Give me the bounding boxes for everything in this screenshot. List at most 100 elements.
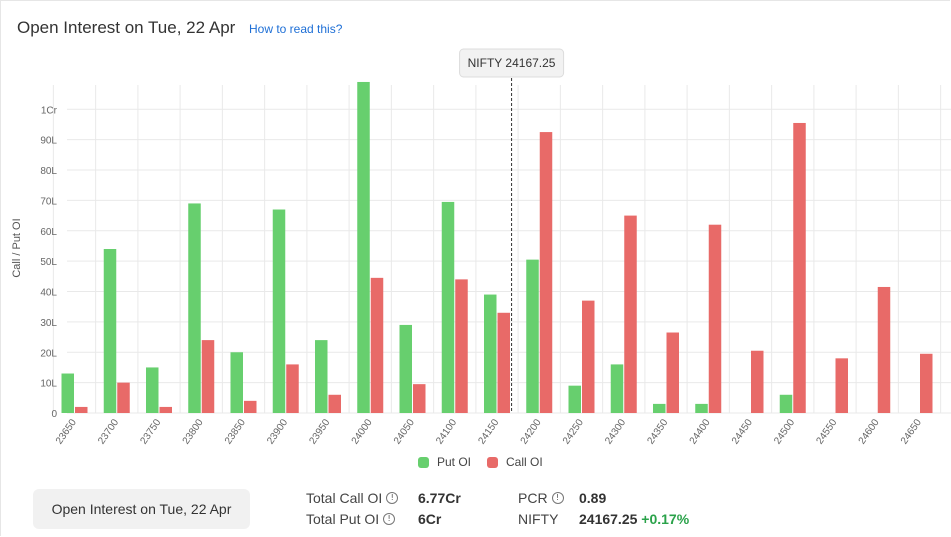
y-tick-label: 0 [51,409,57,420]
pcr-value: 0.89 [579,490,607,506]
y-tick-label: 50L [40,257,57,268]
x-tick-label: 24100 [434,417,459,446]
nifty-change: +0.17% [641,511,690,527]
pcr-text: PCR [518,490,548,506]
put-oi-bar[interactable] [272,209,286,413]
open-interest-chart: 0 10L 20L 30L 40L 50L 60L 70L 80L 90L 1Cr Call / P… [11,48,951,447]
x-tick-label: 23900 [265,417,290,446]
x-tick-label: 24300 [603,417,628,446]
put-oi-swatch [418,456,429,468]
x-tick-label: 24200 [519,417,544,446]
call-oi-bar[interactable] [244,400,257,413]
x-tick-label: 23750 [138,417,163,446]
x-tick-label: 24050 [392,417,417,446]
put-oi-bar[interactable] [399,324,413,413]
call-oi-bar[interactable] [286,364,299,413]
put-oi-bar[interactable] [61,373,75,413]
info-icon[interactable]: ! [386,492,399,504]
x-tick-label: 24450 [730,417,755,446]
page-title: Open Interest on Tue, 22 Apr [17,18,236,37]
info-icon[interactable]: ! [551,492,564,504]
x-axis-ticks: 23650 23700 23750 23800 23850 23900 23950 24000… [54,417,924,446]
chart-legend: Put OI Call OI [0,455,951,471]
call-oi-bar[interactable] [708,224,722,413]
put-oi-bar[interactable] [526,259,539,413]
spot-price-badge [459,48,565,78]
call-oi-bar[interactable] [835,358,849,413]
y-tick-label: 70L [40,196,57,207]
info-icon[interactable]: ! [383,513,396,525]
spot-price-label: NIFTY 24167.25 [468,56,556,70]
call-oi-bar[interactable] [75,406,88,413]
put-oi-bar[interactable] [103,249,117,413]
total-put-oi-label: Total Put OI ! [306,511,396,527]
x-tick-label: 23800 [181,417,206,446]
put-oi-bar[interactable] [484,294,497,413]
call-oi-bar[interactable] [413,384,426,413]
put-oi-bar[interactable] [610,364,624,413]
x-tick-label: 23850 [223,417,248,446]
call-oi-bar[interactable] [201,340,215,413]
x-tick-label: 24250 [561,417,586,446]
call-oi-bar[interactable] [497,312,511,413]
x-tick-label: 24150 [476,417,501,446]
y-tick-label: 1Cr [41,105,58,116]
spot-price-marker: NIFTY 24167.25 [459,48,565,413]
put-oi-bar[interactable] [188,203,201,413]
pcr-label: PCR ! [518,490,564,506]
legend-put-oi[interactable]: Put OI [418,455,471,469]
put-oi-bar[interactable] [441,201,455,413]
legend-put-label: Put OI [437,455,472,469]
x-tick-label: 23650 [54,417,79,446]
y-tick-label: 80L [40,166,57,177]
total-put-oi-value: 6Cr [418,511,442,527]
call-oi-bar[interactable] [370,277,384,413]
x-tick-label: 24650 [899,417,924,446]
call-oi-bar[interactable] [539,132,553,413]
call-oi-bar[interactable] [666,332,680,413]
y-tick-label: 60L [40,227,57,238]
call-oi-bar[interactable] [455,279,468,413]
put-oi-bar[interactable] [146,367,159,413]
how-to-read-link[interactable]: How to read this? [249,22,343,36]
put-oi-bar[interactable] [695,403,708,413]
total-call-oi-text: Total Call OI [306,490,383,506]
nifty-value: 24167.25 +0.17% [579,511,689,527]
x-tick-label: 24550 [814,417,839,446]
call-oi-bar[interactable] [328,394,342,413]
call-oi-bar[interactable] [751,350,764,413]
x-tick-label: 24350 [645,417,670,446]
put-oi-bar[interactable] [357,81,370,414]
put-oi-bar[interactable] [315,340,328,413]
call-oi-bar[interactable] [877,286,891,413]
y-tick-label: 30L [40,318,57,329]
nifty-text: NIFTY [518,511,559,527]
x-tick-label: 24400 [688,417,713,446]
put-oi-bar[interactable] [779,394,793,413]
put-oi-bar[interactable] [568,385,582,413]
call-oi-bar[interactable] [624,215,637,413]
put-oi-bar[interactable] [653,403,666,413]
y-tick-label: 10L [40,379,57,390]
legend-call-oi[interactable]: Call OI [487,455,543,469]
nifty-price: 24167.25 [579,511,638,527]
call-oi-swatch [487,456,498,468]
legend-call-label: Call OI [506,455,543,469]
x-tick-label: 23700 [96,417,121,446]
y-tick-label: 90L [40,136,57,147]
put-oi-bar[interactable] [230,352,244,413]
total-call-oi-label: Total Call OI ! [306,490,399,506]
call-oi-bar[interactable] [793,122,806,414]
y-axis-label: Call / Put OI [11,218,23,277]
call-oi-bar[interactable] [117,382,130,413]
y-tick-label: 40L [40,288,57,299]
bars [61,81,933,414]
call-oi-bar[interactable] [159,406,173,413]
y-tick-label: 20L [40,348,57,359]
call-oi-bar[interactable] [582,300,595,413]
x-tick-label: 24500 [772,417,797,446]
call-oi-bar[interactable] [920,353,933,413]
x-tick-label: 24000 [350,417,375,446]
open-interest-date-button[interactable]: Open Interest on Tue, 22 Apr [33,489,250,529]
